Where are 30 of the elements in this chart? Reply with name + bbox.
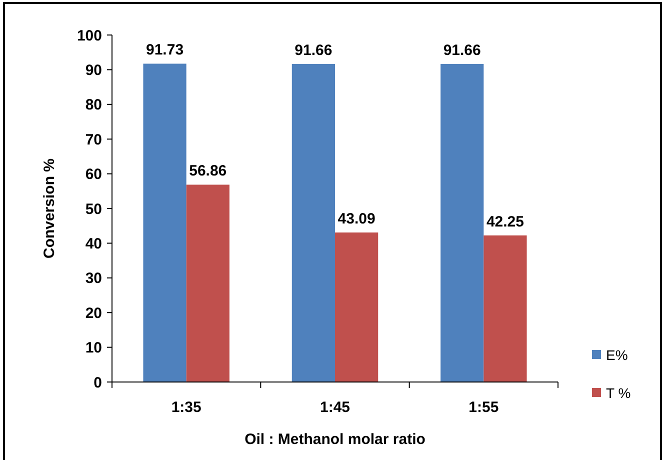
legend-label: E% [606,346,628,363]
x-axis-title: Oil : Methanol molar ratio [244,431,426,448]
y-tick-label: 70 [85,131,102,148]
y-tick-label: 90 [85,62,102,79]
x-tick-label: 1:45 [320,399,350,416]
y-tick-label: 60 [85,166,102,184]
y-tick-label: 10 [85,340,102,357]
bar [143,64,186,382]
legend-label: T % [606,384,631,401]
y-tick-label: 20 [85,304,102,322]
data-label: 56.86 [189,162,227,180]
data-label: 43.09 [338,210,376,228]
bar [335,232,378,382]
bar [292,64,335,382]
bar [186,184,230,382]
y-tick-label: 40 [85,235,102,252]
data-label: 42.25 [486,213,524,230]
y-tick-label: 30 [85,270,102,288]
y-tick-label: 100 [76,27,102,44]
bar [440,64,484,382]
data-label: 91.66 [294,42,332,59]
x-tick-label: 1:35 [171,399,202,416]
y-tick-label: 0 [94,374,102,392]
y-axis-title: Conversion % [41,158,58,259]
y-tick-label: 80 [85,96,102,114]
data-label: 91.66 [443,42,481,59]
y-tick-label: 50 [85,200,102,218]
x-tick-label: 1:55 [468,399,499,416]
data-label: 91.73 [146,42,184,59]
bar [484,235,527,382]
